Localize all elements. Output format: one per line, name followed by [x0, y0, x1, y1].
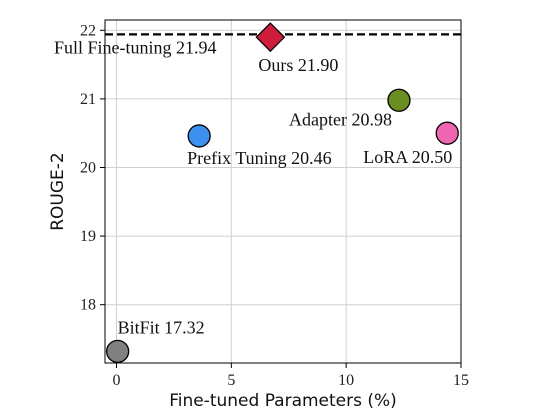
data-point — [105, 339, 130, 363]
data-point-diamond — [255, 22, 286, 53]
reference-line-label: Full Fine-tuning 21.94 — [54, 37, 217, 57]
data-point-label: Ours 21.90 — [258, 55, 338, 75]
y-tick-label: 21 — [80, 91, 96, 108]
y-axis-label: ROUGE-2 — [48, 152, 68, 231]
data-point-label: Adapter 20.98 — [289, 109, 392, 129]
data-point — [387, 88, 411, 112]
data-point — [435, 121, 459, 145]
y-tick-label: 22 — [80, 22, 96, 39]
axis-ticks: 0 5 10 15 18 19 20 21 22 — [80, 22, 469, 389]
x-tick-label: 5 — [227, 372, 235, 389]
data-point-label: Prefix Tuning 20.46 — [187, 148, 332, 168]
y-tick-label: 19 — [80, 228, 96, 245]
y-tick-label: 18 — [80, 297, 96, 314]
data-points — [105, 22, 459, 363]
x-tick-label: 15 — [453, 372, 469, 389]
data-point — [187, 124, 211, 148]
point-labels: BitFit 17.32 Prefix Tuning 20.46 Adapter 2… — [54, 37, 452, 337]
data-point-label: LoRA 20.50 — [363, 147, 452, 167]
plot-frame — [104, 19, 462, 364]
x-tick-label: 0 — [112, 372, 120, 389]
data-point-label: BitFit 17.32 — [118, 317, 205, 337]
y-tick-label: 20 — [80, 159, 96, 176]
x-axis-label: Fine-tuned Parameters (%) — [169, 391, 397, 411]
x-tick-label: 10 — [338, 372, 354, 389]
